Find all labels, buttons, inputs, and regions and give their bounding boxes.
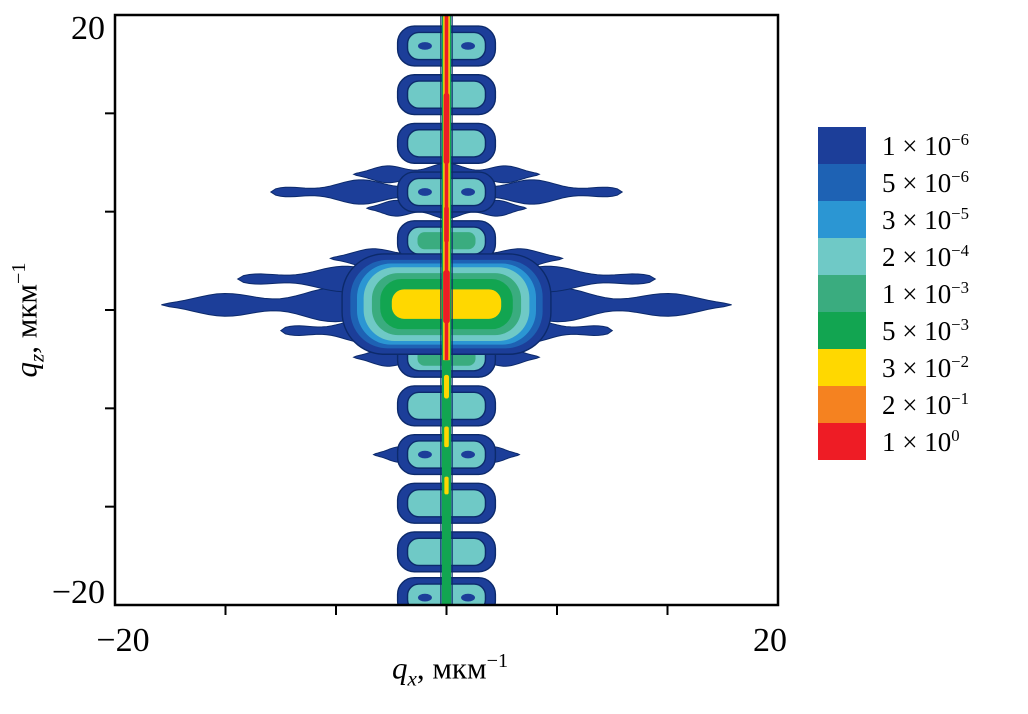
legend-entry: 1 × 10−3 [818, 275, 969, 312]
legend-swatch [818, 275, 866, 312]
fringe-dot [417, 188, 432, 196]
fringe-dot [461, 593, 476, 602]
legend-label: 2 × 10−1 [882, 388, 970, 420]
legend-entry: 5 × 10−6 [818, 164, 969, 201]
rod-yellow-dash [444, 426, 449, 448]
x-axis-max-label: 20 [753, 622, 787, 659]
legend-label: 3 × 10−5 [882, 203, 970, 235]
legend-entry: 1 × 100 [818, 423, 969, 460]
rod-red-bulge [443, 270, 450, 324]
fringe-dot [417, 593, 432, 602]
fringe-dot [461, 42, 476, 50]
rod-red [445, 15, 448, 361]
legend-swatch [818, 423, 866, 460]
legend-entry: 3 × 10−2 [818, 349, 969, 386]
legend-swatch [818, 164, 866, 201]
legend-swatch [818, 386, 866, 423]
y-axis-min-label: −20 [51, 574, 105, 611]
legend-label: 1 × 10−3 [882, 277, 970, 309]
y-axis-title: qz, мкм−1 [8, 262, 49, 378]
legend-swatch [818, 127, 866, 164]
legend-label: 3 × 10−2 [882, 351, 970, 383]
legend-entry: 2 × 10−1 [818, 386, 969, 423]
legend-label: 5 × 10−3 [882, 314, 970, 346]
legend-swatch [818, 312, 866, 349]
legend-label: 2 × 10−4 [882, 240, 970, 272]
rod-red-bulge [443, 93, 450, 164]
legend-entry: 2 × 10−4 [818, 238, 969, 275]
x-axis-title: qx, мкм−1 [391, 650, 509, 691]
rod-red-bulge [444, 206, 449, 243]
legend-swatch [818, 201, 866, 238]
contour-layers [161, 15, 732, 605]
legend-label: 5 × 10−6 [882, 166, 970, 198]
legend: 1 × 10−6 5 × 10−6 3 × 10−5 2 × 10−4 1 × 10−3… [818, 127, 969, 460]
legend-entry: 1 × 10−6 [818, 127, 969, 164]
legend-label: 1 × 100 [882, 425, 960, 457]
y-axis-max-label: 20 [71, 10, 105, 47]
fringe-dot [417, 450, 432, 459]
fringe-dot [417, 42, 432, 50]
legend-label: 1 × 10−6 [882, 129, 970, 161]
x-axis-min-label: −20 [96, 622, 150, 659]
legend-entry: 3 × 10−5 [818, 201, 969, 238]
fringe-dot [461, 450, 476, 459]
fringe-dot [461, 188, 476, 196]
rod-yellow-dash [444, 374, 449, 399]
legend-swatch [818, 238, 866, 275]
legend-swatch [818, 349, 866, 386]
rod-yellow-dash [444, 476, 449, 495]
legend-entry: 5 × 10−3 [818, 312, 969, 349]
